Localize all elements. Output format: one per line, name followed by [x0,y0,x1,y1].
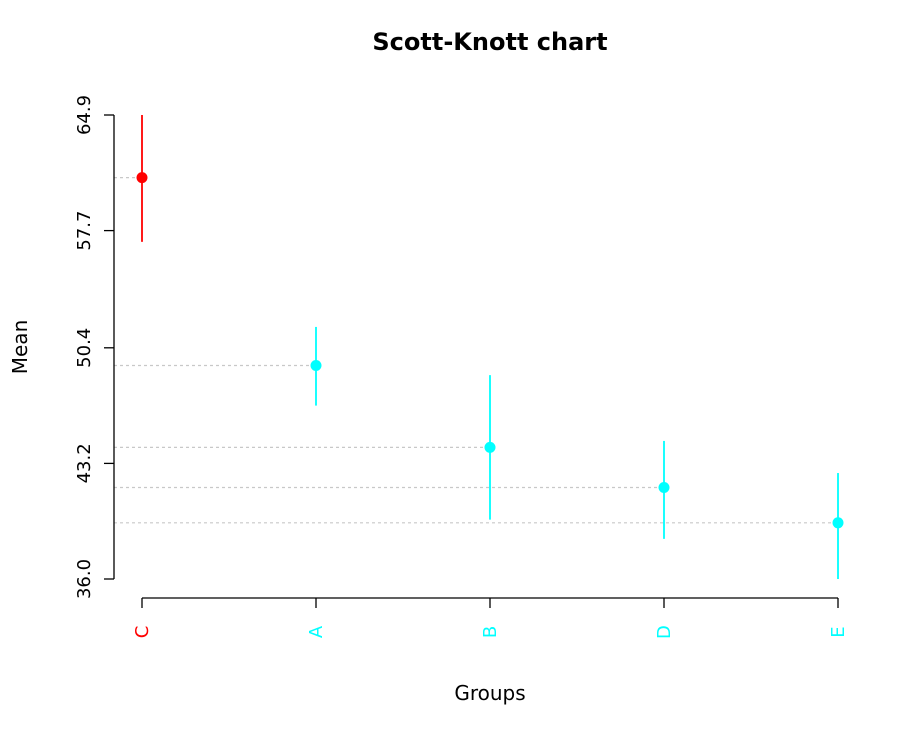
y-tick-label: 50.4 [74,328,95,368]
y-tick-label: 64.9 [74,95,95,135]
x-axis-label: Groups [454,681,525,705]
mean-point-d [658,481,670,493]
x-tick-label-e: E [828,626,849,637]
x-tick-label-c: C [132,626,153,639]
mean-point-b [484,441,496,453]
y-tick-label: 36.0 [74,559,95,599]
x-tick-label-b: B [480,626,501,638]
y-axis-label: Mean [8,320,32,375]
y-tick-label: 43.2 [74,443,95,483]
reference-lines [114,177,838,524]
data-marks [136,115,844,579]
mean-point-e [832,517,844,529]
x-tick-label-a: A [306,625,327,638]
x-tick-label-d: D [654,625,675,639]
chart-title: Scott-Knott chart [372,28,607,56]
axes: 36.0 43.2 50.4 57.7 64.9 C A B D E [74,95,849,639]
y-tick-label: 57.7 [74,211,95,251]
mean-point-c [136,172,148,184]
mean-point-a [310,359,322,371]
